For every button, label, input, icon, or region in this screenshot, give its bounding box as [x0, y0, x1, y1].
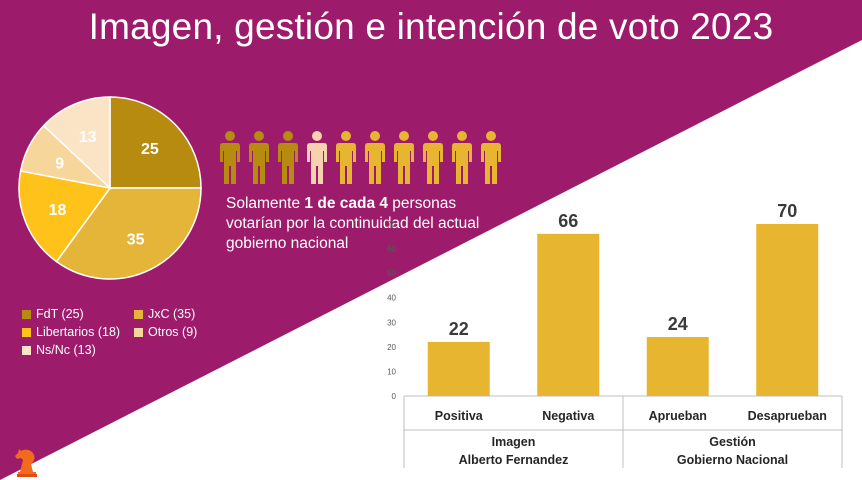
pie-slice-value: 9 — [55, 155, 64, 172]
x-category-label: Aprueban — [649, 409, 707, 423]
people-pictogram — [220, 131, 501, 184]
people-caption: Solamente 1 de cada 4 personas votarían … — [226, 194, 496, 254]
group-label-line2: Gobierno Nacional — [677, 453, 788, 467]
group-label-line2: Alberto Fernandez — [459, 453, 569, 467]
chess-knight-logo-icon — [15, 449, 37, 477]
legend-swatch — [22, 309, 31, 319]
pie-slice-fdt — [109, 96, 202, 189]
y-tick-label: 40 — [387, 294, 396, 303]
person-icon — [249, 131, 269, 184]
person-icon-highlighted — [307, 131, 327, 184]
y-tick-label: 0 — [392, 392, 397, 401]
bar-data-label: 66 — [558, 211, 578, 231]
legend-swatch — [22, 345, 31, 355]
legend-swatch — [134, 327, 143, 337]
legend-label: Libertarios (18) — [36, 325, 121, 339]
pie-slice-value: 25 — [141, 141, 159, 158]
person-icon — [336, 131, 356, 184]
bar-aprueban — [646, 337, 709, 396]
y-tick-label: 60 — [387, 245, 396, 254]
x-category-label: Positiva — [435, 409, 484, 423]
caption-bold: 1 de cada 4 — [304, 195, 388, 212]
person-icon — [423, 131, 443, 184]
pie-slice-value: 13 — [79, 129, 97, 146]
caption-suffix: personas votarían por la continuidad del… — [226, 195, 480, 252]
legend-item: Otros (9) — [134, 325, 197, 339]
group-label-line1: Imagen — [492, 435, 536, 449]
legend-label: Otros (9) — [148, 325, 198, 339]
x-category-label: Negativa — [542, 409, 595, 423]
caption-prefix: Solamente — [226, 195, 305, 212]
y-tick-label: 20 — [387, 343, 396, 352]
y-tick-label: 70 — [387, 220, 396, 229]
bar-negativa — [537, 233, 600, 396]
page-title: Imagen, gestión e intención de voto 2023 — [88, 6, 774, 47]
pie-slice-jxc — [55, 187, 202, 280]
bar-desaprueban — [756, 224, 819, 396]
person-icon — [220, 131, 240, 184]
pie-slice-value: 35 — [127, 231, 145, 248]
legend-item: Libertarios (18) — [22, 325, 120, 339]
person-icon — [278, 131, 298, 184]
legend-item: JxC (35) — [134, 307, 195, 321]
legend-swatch — [22, 327, 31, 337]
legend-item: Ns/Nc (13) — [22, 343, 96, 357]
bar-positiva — [427, 341, 490, 396]
pie-slice-value: 18 — [49, 202, 67, 219]
bar-data-label: 24 — [668, 314, 688, 334]
bar-data-label: 22 — [449, 319, 469, 339]
person-icon — [452, 131, 472, 184]
pie-slice-libertarios — [18, 170, 112, 263]
pie-slice-ns-nc — [42, 96, 111, 190]
legend-item: FdT (25) — [22, 307, 84, 321]
y-tick-label: 10 — [387, 367, 396, 376]
legend-swatch — [134, 309, 143, 319]
group-label-line1: Gestión — [709, 435, 756, 449]
y-tick-label: 30 — [387, 318, 396, 327]
person-icon — [481, 131, 501, 184]
legend-label: FdT (25) — [36, 307, 84, 321]
person-icon — [365, 131, 385, 184]
y-tick-label: 50 — [387, 269, 396, 278]
person-icon — [394, 131, 414, 184]
legend-label: JxC (35) — [148, 307, 196, 321]
legend-label: Ns/Nc (13) — [36, 343, 96, 357]
x-category-label: Desaprueban — [748, 409, 827, 423]
bar-data-label: 70 — [777, 201, 797, 221]
